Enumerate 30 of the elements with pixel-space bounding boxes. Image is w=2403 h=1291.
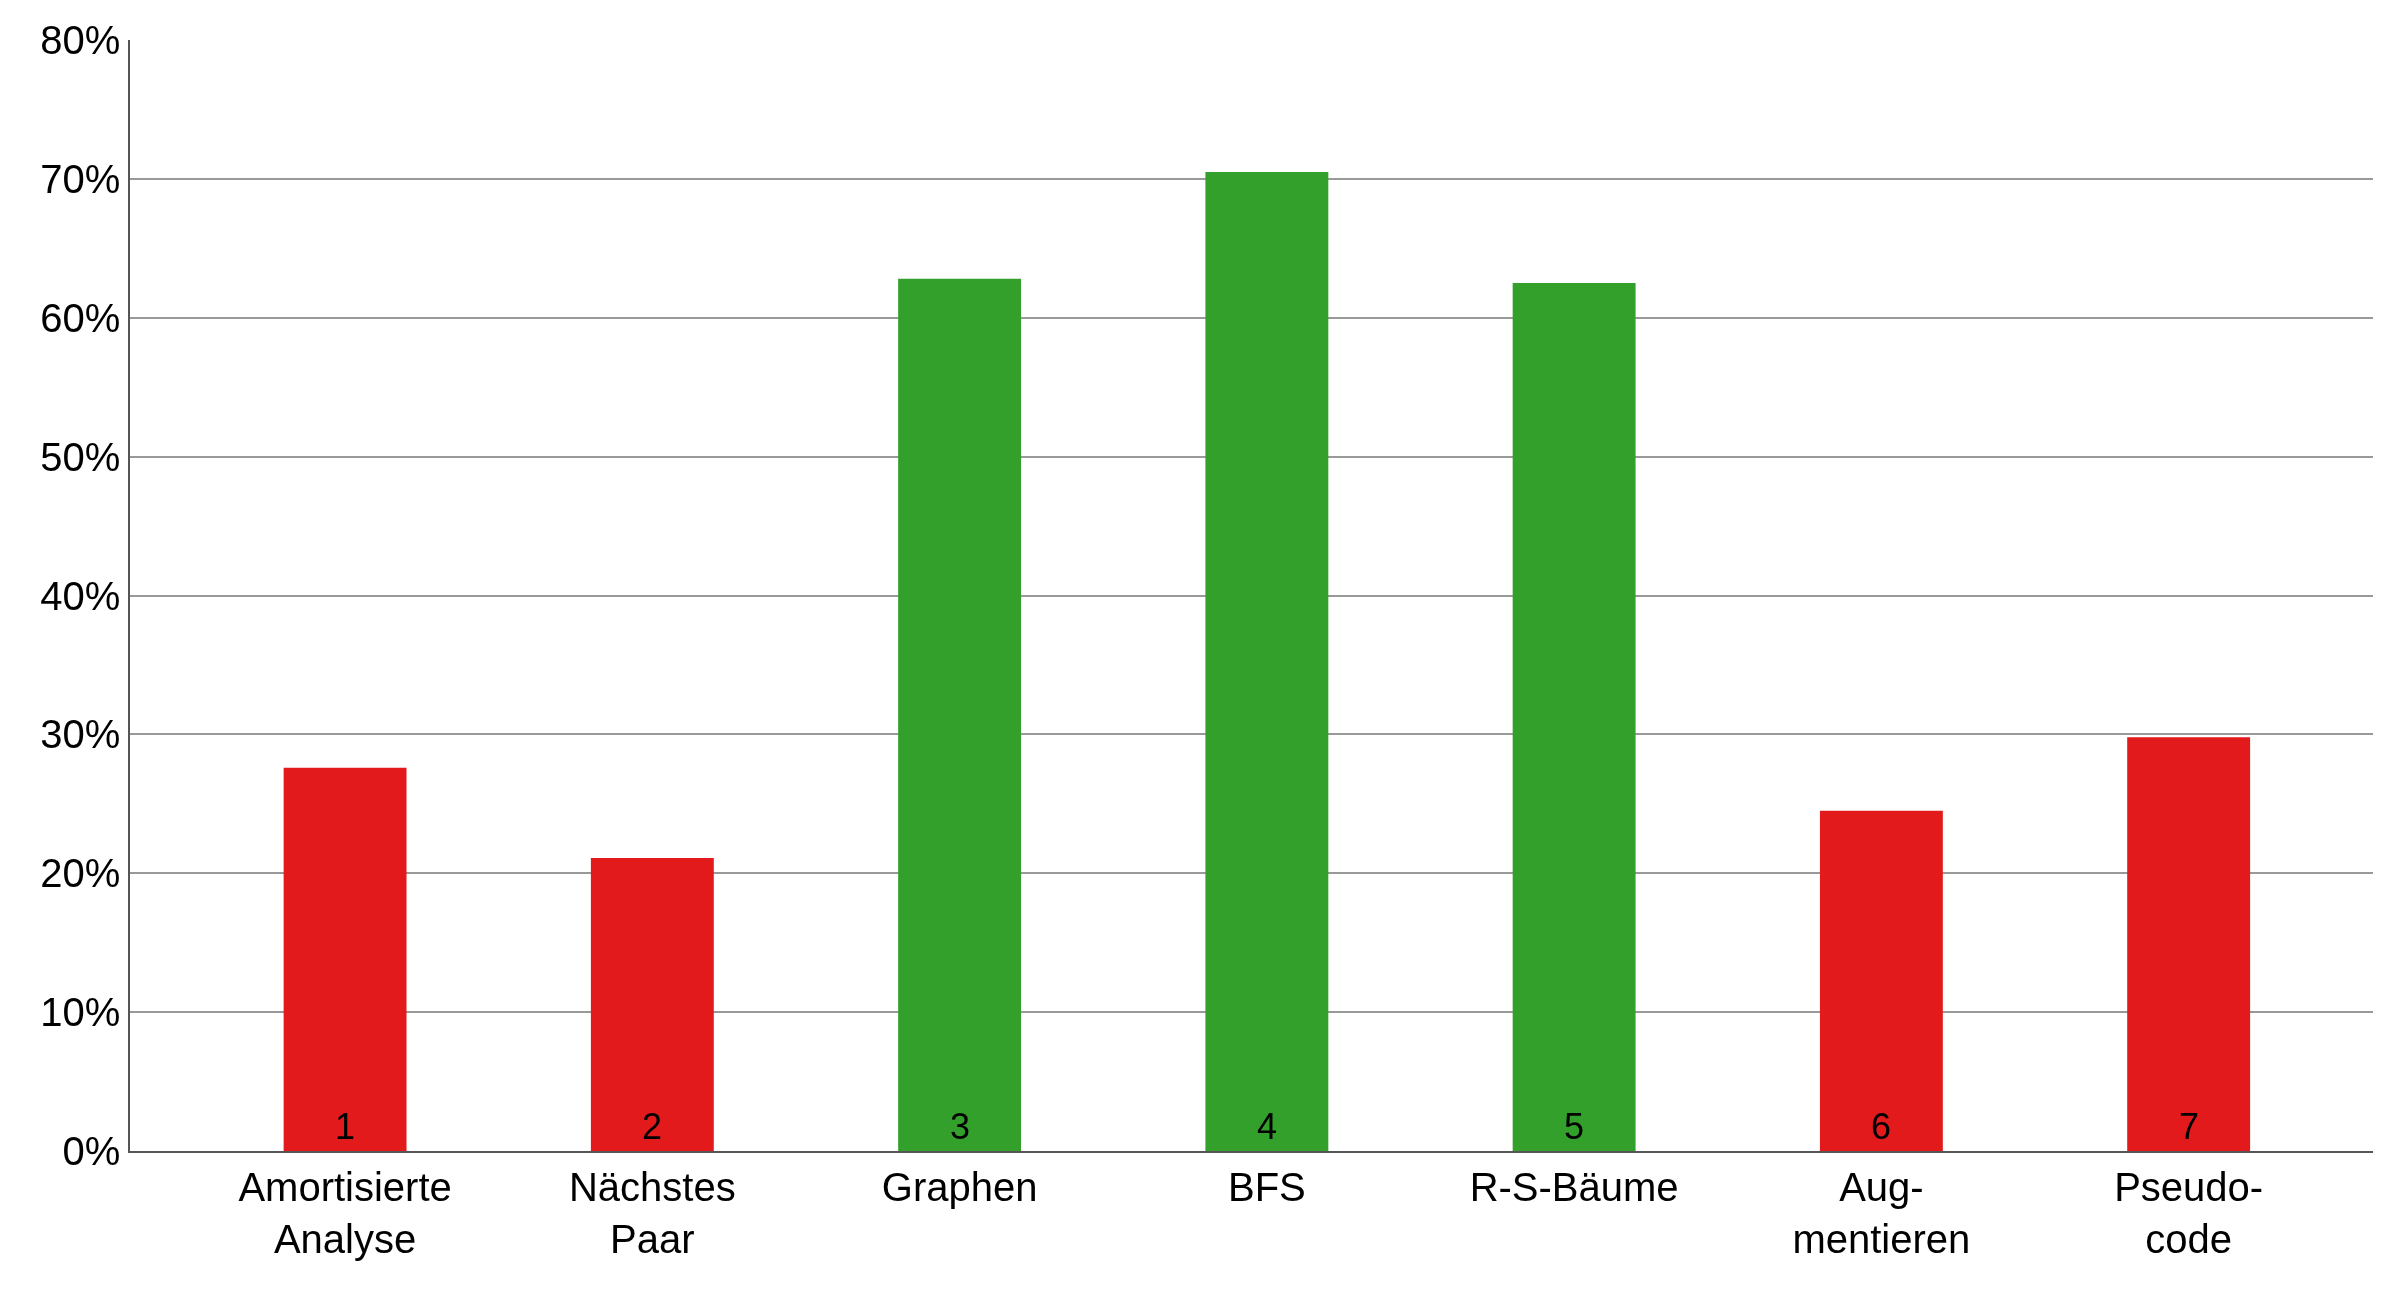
annotation: 4 <box>1257 1106 1278 1147</box>
annotation: 2 <box>642 1106 663 1147</box>
x-tick-label: Nächstes Paar <box>568 1164 736 1261</box>
annotation: 7 <box>2179 1106 2200 1147</box>
bar <box>2127 737 2251 1151</box>
x-tick-label: Amortisierte Analyse <box>238 1164 452 1261</box>
y-tick-label: 10% <box>40 990 121 1035</box>
x-tick-label: Graphen <box>881 1164 1038 1209</box>
y-tick-label: 40% <box>40 573 121 618</box>
bar <box>1819 810 1943 1151</box>
bar <box>590 857 714 1151</box>
x-tick-label: R-S-Bäume <box>1469 1164 1679 1209</box>
bar <box>898 278 1022 1151</box>
x-tick-label: BFS <box>1227 1164 1306 1209</box>
y-tick-label: 50% <box>40 434 121 479</box>
annotation: 1 <box>335 1106 356 1147</box>
y-tick-label: 70% <box>40 156 121 201</box>
x-tick-label: Aug- mentieren <box>1792 1164 1971 1261</box>
annotation: 3 <box>950 1106 971 1147</box>
y-tick-label: 60% <box>40 295 121 340</box>
x-tick-label: Pseudo- code <box>2114 1164 2264 1261</box>
y-tick-label: 20% <box>40 851 121 896</box>
annotation: 6 <box>1871 1106 1892 1147</box>
bar <box>1205 171 1329 1151</box>
bar <box>283 767 407 1151</box>
annotation: 5 <box>1564 1106 1585 1147</box>
y-tick-label: 0% <box>62 1129 121 1173</box>
bar <box>1512 283 1636 1151</box>
y-tick-label: 80% <box>40 18 121 62</box>
y-tick-label: 30% <box>40 712 121 757</box>
